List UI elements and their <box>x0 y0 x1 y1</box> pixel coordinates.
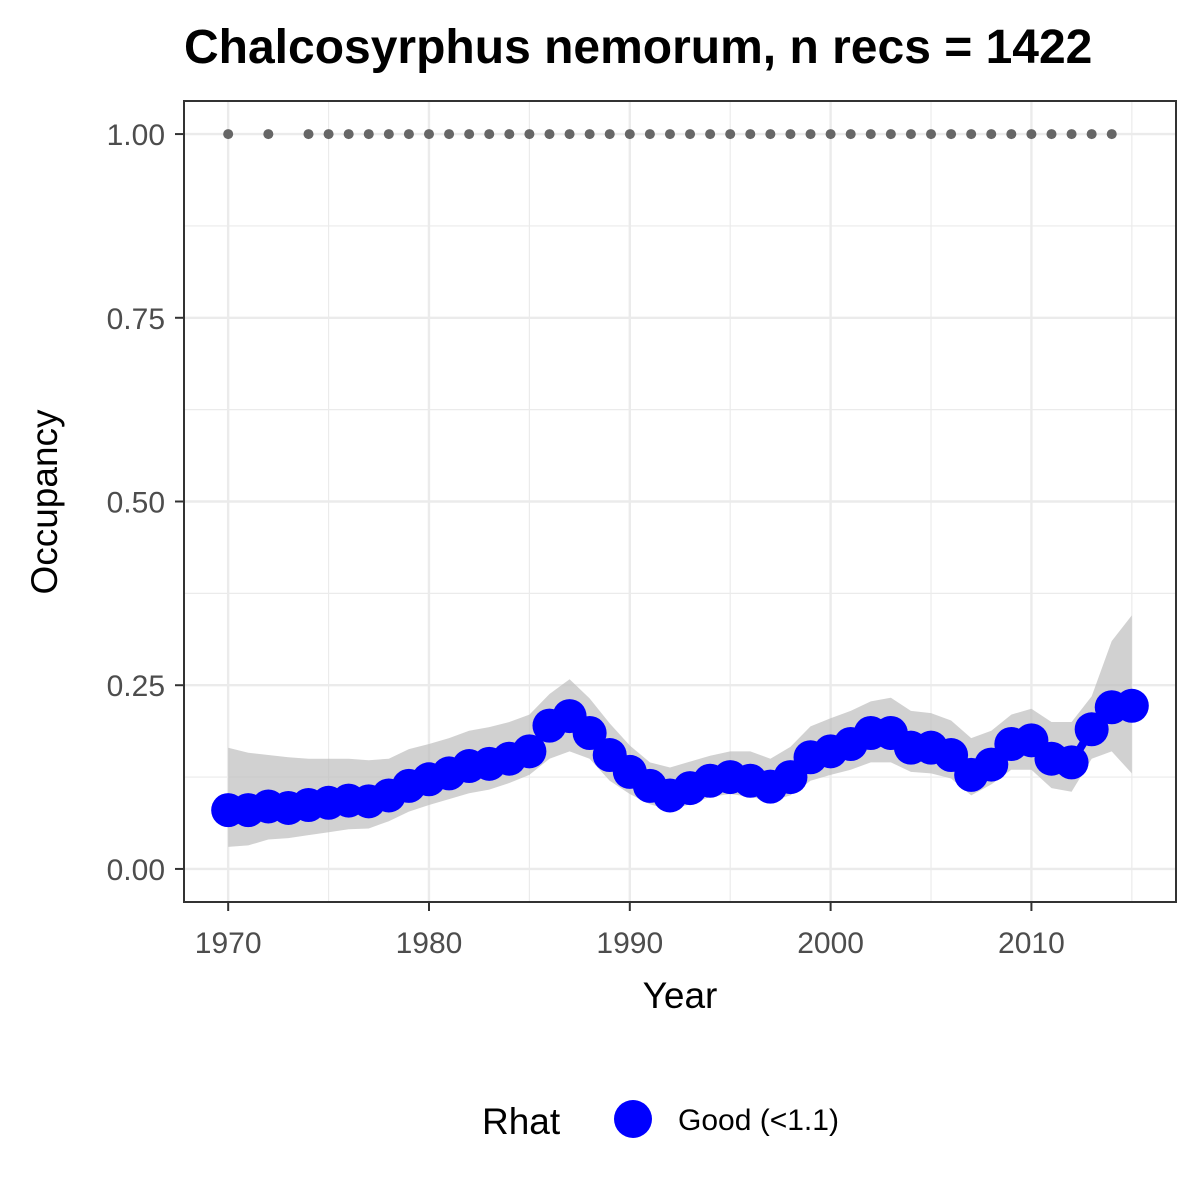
record-dot <box>966 129 977 140</box>
y-tick-label: 1.00 <box>107 119 165 152</box>
record-dot <box>845 129 856 140</box>
data-point <box>1074 712 1109 747</box>
record-dot <box>1086 129 1097 140</box>
y-tick-label: 0.50 <box>107 487 165 520</box>
record-dots-layer <box>223 129 1117 140</box>
record-dot <box>323 129 334 140</box>
record-dot <box>1106 129 1117 140</box>
y-tick-label: 0.00 <box>107 854 165 887</box>
record-dot <box>343 129 354 140</box>
record-dot <box>685 129 696 140</box>
y-axis: 0.00 0.25 0.50 0.75 1.00 <box>107 119 184 887</box>
record-dot <box>484 129 495 140</box>
record-dot <box>564 129 575 140</box>
record-dot <box>745 129 756 140</box>
record-dot <box>363 129 374 140</box>
record-dot <box>664 129 675 140</box>
record-dot <box>504 129 515 140</box>
record-dot <box>885 129 896 140</box>
record-dot <box>584 129 595 140</box>
record-dot <box>785 129 796 140</box>
legend: Rhat Good (<1.1) <box>482 1100 839 1142</box>
data-point <box>1054 745 1089 780</box>
x-axis-label: Year <box>643 975 718 1016</box>
record-dot <box>986 129 997 140</box>
record-dot <box>403 129 414 140</box>
legend-label-good: Good (<1.1) <box>678 1104 839 1137</box>
record-dot <box>644 129 655 140</box>
x-tick-label: 2010 <box>998 927 1065 960</box>
record-dot <box>444 129 455 140</box>
y-tick-label: 0.75 <box>107 303 165 336</box>
record-dot <box>383 129 394 140</box>
record-dot <box>765 129 776 140</box>
y-axis-label: Occupancy <box>24 409 65 595</box>
record-dot <box>725 129 736 140</box>
record-dot <box>865 129 876 140</box>
y-tick-label: 0.25 <box>107 670 165 703</box>
data-point <box>572 715 607 750</box>
series-points-layer <box>211 688 1149 828</box>
record-dot <box>624 129 635 140</box>
record-dot <box>1026 129 1037 140</box>
record-dot <box>303 129 314 140</box>
record-dot <box>464 129 475 140</box>
record-dot <box>524 129 535 140</box>
data-point <box>1114 688 1149 723</box>
legend-title: Rhat <box>482 1101 561 1142</box>
record-dot <box>423 129 434 140</box>
record-dot <box>223 129 234 140</box>
x-tick-label: 1990 <box>596 927 663 960</box>
record-dot <box>825 129 836 140</box>
record-dot <box>544 129 555 140</box>
record-dot <box>926 129 937 140</box>
record-dot <box>263 129 274 140</box>
record-dot <box>1066 129 1077 140</box>
record-dot <box>805 129 816 140</box>
record-dot <box>705 129 716 140</box>
record-dot <box>604 129 615 140</box>
data-point <box>512 734 547 769</box>
record-dot <box>1006 129 1017 140</box>
x-tick-label: 2000 <box>797 927 864 960</box>
x-axis: 1970 1980 1990 2000 2010 <box>195 902 1065 960</box>
x-tick-label: 1970 <box>195 927 262 960</box>
x-tick-label: 1980 <box>396 927 463 960</box>
record-dot <box>946 129 957 140</box>
chart-title: Chalcosyrphus nemorum, n recs = 1422 <box>184 21 1092 74</box>
record-dot <box>1046 129 1057 140</box>
record-dot <box>905 129 916 140</box>
legend-key-good <box>614 1100 652 1138</box>
